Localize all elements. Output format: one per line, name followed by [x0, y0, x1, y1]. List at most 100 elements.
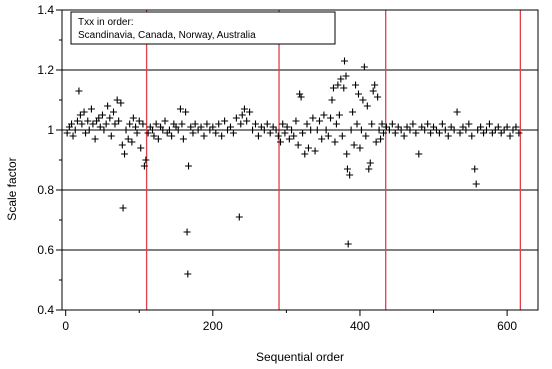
data-point: [352, 81, 360, 89]
data-point: [274, 132, 282, 140]
data-point: [221, 117, 229, 125]
plot-frame: [61, 9, 539, 311]
data-point: [185, 162, 193, 170]
data-point: [328, 96, 336, 104]
data-point: [503, 123, 511, 131]
data-points: [63, 57, 523, 278]
data-point: [304, 144, 312, 152]
data-point: [272, 126, 280, 134]
data-point: [82, 129, 90, 137]
data-point: [480, 129, 488, 137]
data-point: [269, 123, 277, 131]
data-point: [320, 111, 328, 119]
data-point: [427, 129, 435, 137]
data-point: [344, 240, 352, 248]
data-point: [290, 132, 298, 140]
data-point: [334, 81, 342, 89]
data-point: [152, 120, 160, 128]
data-point: [382, 123, 390, 131]
data-point: [472, 180, 480, 188]
data-point: [378, 120, 386, 128]
y-tick-label: 0.6: [37, 243, 54, 257]
data-point: [75, 87, 83, 95]
data-point: [391, 129, 399, 137]
data-point: [229, 129, 237, 137]
y-tick-label: 0.8: [37, 183, 54, 197]
data-point: [283, 123, 291, 131]
data-point: [197, 123, 205, 131]
gridlines: [62, 69, 538, 251]
data-point: [491, 126, 499, 134]
data-point: [341, 57, 349, 65]
data-point: [98, 111, 106, 119]
data-point: [111, 120, 119, 128]
data-point: [140, 162, 148, 170]
data-point: [388, 120, 396, 128]
data-point: [122, 126, 130, 134]
data-point: [360, 63, 368, 71]
y-tick-label: 0.4: [37, 303, 54, 317]
data-point: [106, 114, 114, 122]
data-point: [397, 126, 405, 134]
data-point: [200, 132, 208, 140]
data-point: [85, 126, 93, 134]
data-point: [347, 126, 355, 134]
data-point: [277, 138, 285, 146]
data-point: [182, 108, 190, 116]
data-point: [322, 126, 330, 134]
data-point: [349, 108, 357, 116]
data-point: [150, 132, 158, 140]
data-point: [371, 81, 379, 89]
data-point: [238, 111, 246, 119]
data-point: [80, 108, 88, 116]
data-point: [165, 126, 173, 134]
data-point: [307, 126, 315, 134]
data-point: [87, 105, 95, 113]
data-point: [294, 141, 302, 149]
data-point: [438, 120, 446, 128]
y-tick-label: 1.4: [37, 3, 54, 17]
data-point: [124, 135, 132, 143]
data-point: [176, 105, 184, 113]
x-axis-ticks: 0 200 400 600: [62, 310, 517, 333]
data-point: [194, 126, 202, 134]
data-point: [299, 129, 307, 137]
data-point: [497, 129, 505, 137]
data-point: [246, 108, 254, 116]
data-point: [362, 132, 370, 140]
data-point: [178, 120, 186, 128]
data-point: [139, 120, 147, 128]
data-point: [78, 120, 86, 128]
data-point: [113, 96, 121, 104]
data-point: [385, 126, 393, 134]
data-point: [380, 129, 388, 137]
data-point: [353, 120, 361, 128]
data-point: [340, 84, 348, 92]
data-point: [191, 120, 199, 128]
y-axis-title: Scale factor: [5, 157, 19, 220]
data-point: [324, 132, 332, 140]
data-point: [117, 99, 125, 107]
data-point: [343, 150, 351, 158]
data-point: [465, 120, 473, 128]
data-point: [121, 150, 129, 158]
data-point: [450, 126, 458, 134]
data-point: [394, 123, 402, 131]
data-point: [374, 93, 382, 101]
data-point: [309, 114, 317, 122]
data-point: [350, 141, 358, 149]
data-point: [148, 126, 156, 134]
data-point: [292, 117, 300, 125]
data-point: [311, 147, 319, 155]
x-axis-title: Sequential order: [256, 350, 344, 364]
data-point: [109, 108, 117, 116]
data-point: [354, 90, 362, 98]
data-point: [135, 117, 143, 125]
data-point: [209, 123, 217, 131]
data-point: [332, 120, 340, 128]
data-point: [377, 135, 385, 143]
data-point: [327, 114, 335, 122]
data-point: [303, 120, 311, 128]
data-point: [432, 126, 440, 134]
y-tick-label: 1: [47, 123, 54, 137]
